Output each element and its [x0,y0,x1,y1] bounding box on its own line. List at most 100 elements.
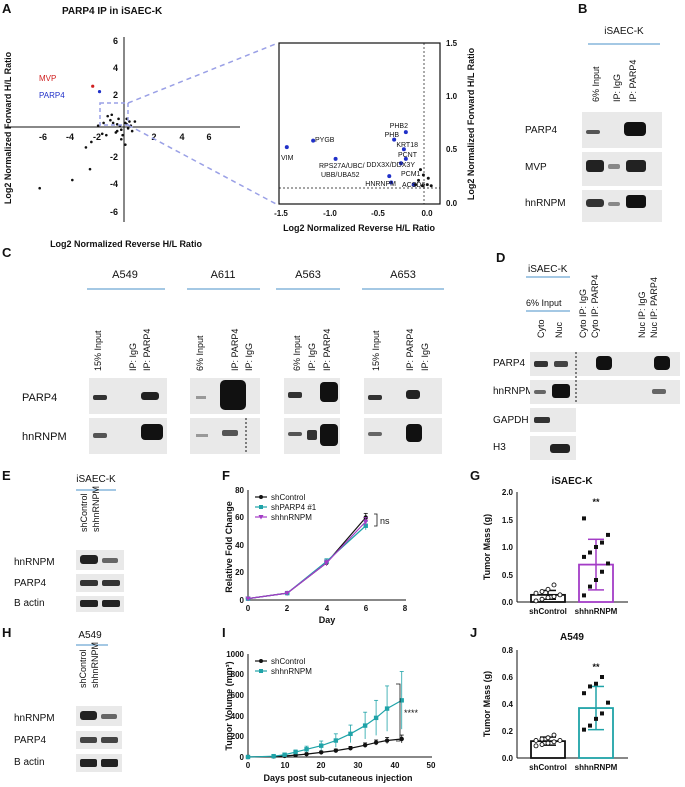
dot [533,743,539,749]
panel-h-cell: A549 [78,630,102,641]
scatter-point [38,186,41,190]
panel-g: iSAEC-K 0.0 0.5 1.0 1.5 2.0 Tumor Mass (… [482,476,628,616]
data-point [323,560,330,566]
panel-j-ytick: 0.8 [502,646,514,655]
scatter-point [119,128,123,132]
legend-marker [259,659,263,663]
panel-a-xtick: 6 [206,132,211,142]
panel-g-ytick: 2.0 [502,488,514,497]
data-point [333,738,339,743]
panel-c-lane: 15% Input [93,330,103,371]
panel-f-ytick: 60 [235,513,244,522]
data-point [384,706,390,711]
panel-label-a: A [2,1,12,16]
panel-h-blot [76,731,122,749]
panel-d-input: 6% Input [526,298,562,308]
legend-marker [258,515,264,520]
scatter-point [102,121,105,125]
panel-c-lane: IP: IgG [307,343,317,371]
panel-a-zoom-connector [127,124,279,206]
band [101,759,118,767]
panel-b-row: MVP [525,162,547,173]
band [288,392,302,398]
panel-h-blot [76,754,122,772]
panel-a-ytick: -4 [110,179,118,189]
legend-label: shControl [271,493,305,502]
panel-g-sig: ** [592,497,600,507]
panel-d: iSAEC-K 6% Input Cyto Nuc Cyto IP: IgG C… [493,264,680,460]
dot [557,592,563,598]
scatter-point-parp4 [97,90,102,94]
band [368,432,382,436]
panel-j-ytick: 0.4 [502,700,514,709]
panel-a-title: PARP4 IP in iSAEC-K [62,6,163,17]
panel-j-sig: ** [592,662,600,672]
panel-h: A549 shControl shhnRNPM hnRNPM PARP4 B a… [14,630,122,772]
scatter-point [130,129,134,133]
dot [533,590,539,596]
panel-d-row: GAPDH [493,415,529,426]
panel-a-inset-points [284,130,433,188]
band [608,202,620,206]
panel-a-xtick: 4 [179,132,184,142]
dot [539,596,545,602]
data-point [282,752,287,757]
dot [588,723,592,728]
panel-d-row: PARP4 [493,358,525,369]
panel-i-ytick: 0 [240,753,245,762]
scatter-point [119,137,123,141]
inset-point [387,174,392,179]
panel-h-lane: shhnRNPM [90,642,100,688]
band [320,382,338,402]
data-point [304,747,309,752]
panel-a-xtick: 2 [151,132,156,142]
inset-point [429,184,433,188]
dot [594,578,598,582]
panel-a-ytick: 6 [113,36,118,46]
category-label: shControl [529,607,567,616]
series-line [247,517,367,600]
band [93,395,107,400]
panel-a-ytick: -6 [110,207,118,217]
legend-label: shControl [271,657,305,666]
panel-a-ytick: 2 [113,90,118,100]
panel-j: A549 0.0 0.2 0.4 0.6 0.8 Tumor Mass (g) … [482,632,628,772]
gene-label-ddx3x: DDX3X/DDX3Y [366,162,415,169]
data-point [373,740,379,745]
band [80,600,98,607]
scatter-point [115,122,119,126]
inset-point [401,147,406,152]
panel-f-ns: ns [380,516,390,526]
panel-label-d: D [496,250,505,265]
panel-e-row: hnRNPM [14,557,55,568]
panel-h-lane: shControl [78,649,88,688]
panel-i-ytick: 400 [231,712,245,721]
band [534,417,550,423]
band [196,396,206,399]
panel-a-inset-frame [278,42,441,205]
panel-f-ytick: 20 [235,568,244,577]
legend-marker [259,505,263,509]
category-label: shControl [529,763,567,772]
panel-d-row: hnRNPM [493,386,534,397]
panel-i-sig: **** [404,708,419,718]
dot [533,738,539,743]
band [196,434,208,437]
panel-a-points [38,84,137,190]
gene-label-acsd: ACSD6 [402,182,425,189]
panel-a-xtick: -4 [66,132,74,142]
panel-a-main-scatter: 6 4 2 -2 -4 -6 -6 -4 -2 2 4 6 Log2 Norma… [3,36,240,249]
inset-point [403,156,408,161]
panel-d-lane: Nuc [554,321,564,338]
panel-a-label-parp4: PARP4 [39,91,65,100]
dot [582,691,586,696]
inset-point [403,130,408,135]
scatter-point-mvp [91,84,95,88]
panel-e-row: PARP4 [14,578,46,589]
gene-label-phb: PHB [385,132,400,139]
band [586,160,604,172]
dot [600,540,604,545]
panel-a-xtick: -6 [39,132,47,142]
